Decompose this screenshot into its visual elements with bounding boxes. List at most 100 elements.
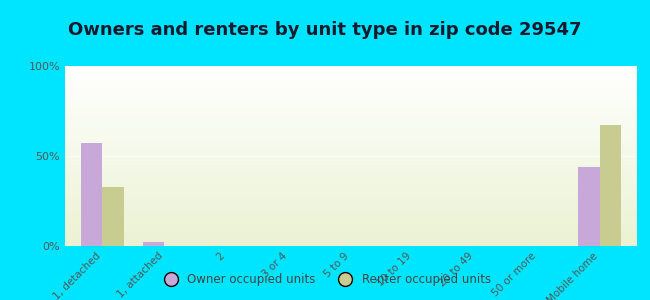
Bar: [65, 124, 637, 125]
Bar: [65, 123, 637, 124]
Bar: [65, 177, 637, 178]
Bar: [65, 70, 637, 71]
Bar: [65, 113, 637, 114]
Bar: [65, 95, 637, 96]
Bar: [65, 140, 637, 141]
Bar: [65, 210, 637, 211]
Bar: [65, 222, 637, 223]
Bar: [65, 241, 637, 242]
Bar: [65, 74, 637, 75]
Bar: [65, 243, 637, 244]
Bar: [65, 181, 637, 182]
Bar: [65, 199, 637, 200]
Bar: [65, 172, 637, 173]
Bar: [65, 105, 637, 106]
Bar: [65, 83, 637, 84]
Bar: [65, 235, 637, 236]
Bar: [65, 239, 637, 240]
Bar: [65, 170, 637, 171]
Bar: [65, 75, 637, 76]
Bar: [65, 187, 637, 188]
Bar: [65, 205, 637, 206]
Bar: [65, 186, 637, 187]
Bar: [65, 90, 637, 91]
Bar: [65, 77, 637, 78]
Bar: [65, 100, 637, 101]
Bar: [65, 129, 637, 130]
Bar: [65, 145, 637, 146]
Bar: [65, 234, 637, 235]
Bar: [65, 189, 637, 190]
Bar: [65, 225, 637, 226]
Bar: [65, 173, 637, 174]
Bar: [65, 153, 637, 154]
Bar: [65, 122, 637, 123]
Bar: [65, 125, 637, 126]
Bar: [65, 159, 637, 160]
Bar: [65, 138, 637, 139]
Bar: [65, 133, 637, 134]
Bar: [65, 110, 637, 111]
Bar: [65, 114, 637, 115]
Bar: [65, 214, 637, 215]
Bar: [65, 128, 637, 129]
Bar: [65, 118, 637, 119]
Bar: [65, 230, 637, 231]
Bar: [65, 220, 637, 221]
Bar: [65, 190, 637, 191]
Bar: [65, 244, 637, 245]
Bar: [65, 92, 637, 93]
Bar: [65, 155, 637, 156]
Bar: [65, 162, 637, 163]
Bar: [65, 98, 637, 99]
Bar: [65, 111, 637, 112]
Bar: [65, 191, 637, 192]
Bar: [65, 232, 637, 233]
Bar: [65, 112, 637, 113]
Bar: [65, 175, 637, 176]
Bar: [65, 188, 637, 189]
Bar: [65, 73, 637, 74]
Bar: [65, 131, 637, 132]
Bar: [65, 185, 637, 186]
Bar: [65, 107, 637, 108]
Bar: [65, 72, 637, 73]
Bar: [65, 163, 637, 164]
Bar: [65, 195, 637, 196]
Bar: [65, 89, 637, 90]
Bar: [65, 221, 637, 222]
Bar: [65, 71, 637, 72]
Bar: [65, 97, 637, 98]
Bar: [65, 231, 637, 232]
Bar: [65, 81, 637, 82]
Bar: [65, 79, 637, 80]
Bar: [65, 224, 637, 225]
Bar: [65, 197, 637, 198]
Bar: [65, 91, 637, 92]
Bar: [102, 187, 124, 246]
Bar: [65, 238, 637, 239]
Bar: [65, 115, 637, 116]
Bar: [65, 183, 637, 184]
Bar: [65, 86, 637, 87]
Bar: [65, 69, 637, 70]
Bar: [65, 201, 637, 202]
Bar: [65, 212, 637, 213]
Bar: [65, 161, 637, 162]
Bar: [65, 223, 637, 224]
Bar: [65, 196, 637, 197]
Bar: [65, 76, 637, 77]
Bar: [65, 101, 637, 102]
Bar: [65, 193, 637, 194]
Bar: [65, 149, 637, 150]
Bar: [65, 237, 637, 238]
Bar: [65, 226, 637, 227]
Bar: [65, 204, 637, 205]
Bar: [65, 213, 637, 214]
Bar: [65, 116, 637, 117]
Bar: [65, 78, 637, 79]
Bar: [65, 242, 637, 243]
Bar: [65, 85, 637, 86]
Bar: [65, 211, 637, 212]
Bar: [65, 137, 637, 138]
